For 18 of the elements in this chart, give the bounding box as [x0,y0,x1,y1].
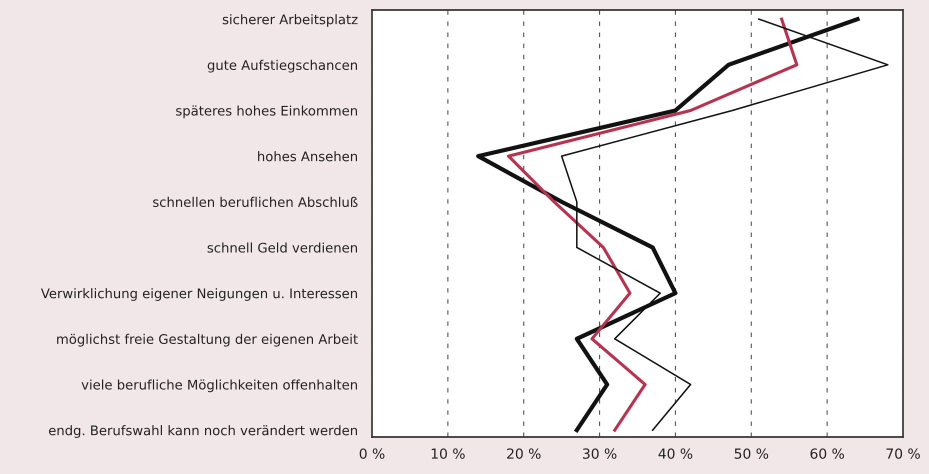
y-tick-label: sicherer Arbeitsplatz [222,14,358,27]
y-tick-label: gute Aufstiegschancen [208,60,357,73]
y-tick-label: späteres hohes Einkommen [176,105,357,118]
y-tick-label: möglichst freie Gestaltung der eigenen Arbeit [57,334,358,347]
y-tick-label: hohes Ansehen [258,151,357,162]
x-tick-label: 70 % [886,448,920,459]
y-tick-label: Verwirklichung eigener Neigungen u. Interessen [40,288,357,301]
y-tick-label: schnellen beruflichen Abschluß [153,196,358,208]
x-tick-label: 30 % [582,448,616,459]
y-tick-label: endg. Berufswahl kann noch verändert werden [48,425,357,438]
y-tick-label: viele berufliche Möglichkeiten offenhalten [82,379,357,392]
x-tick-label: 10 % [432,448,465,459]
x-tick-label: 0 % [360,448,384,459]
y-tick-label: schnell Geld verdienen [208,242,357,253]
x-tick-label: 60 % [810,448,844,459]
x-tick-label: 50 % [734,448,768,459]
x-tick-label: 20 % [507,448,541,459]
x-tick-label: 40 % [658,448,692,459]
